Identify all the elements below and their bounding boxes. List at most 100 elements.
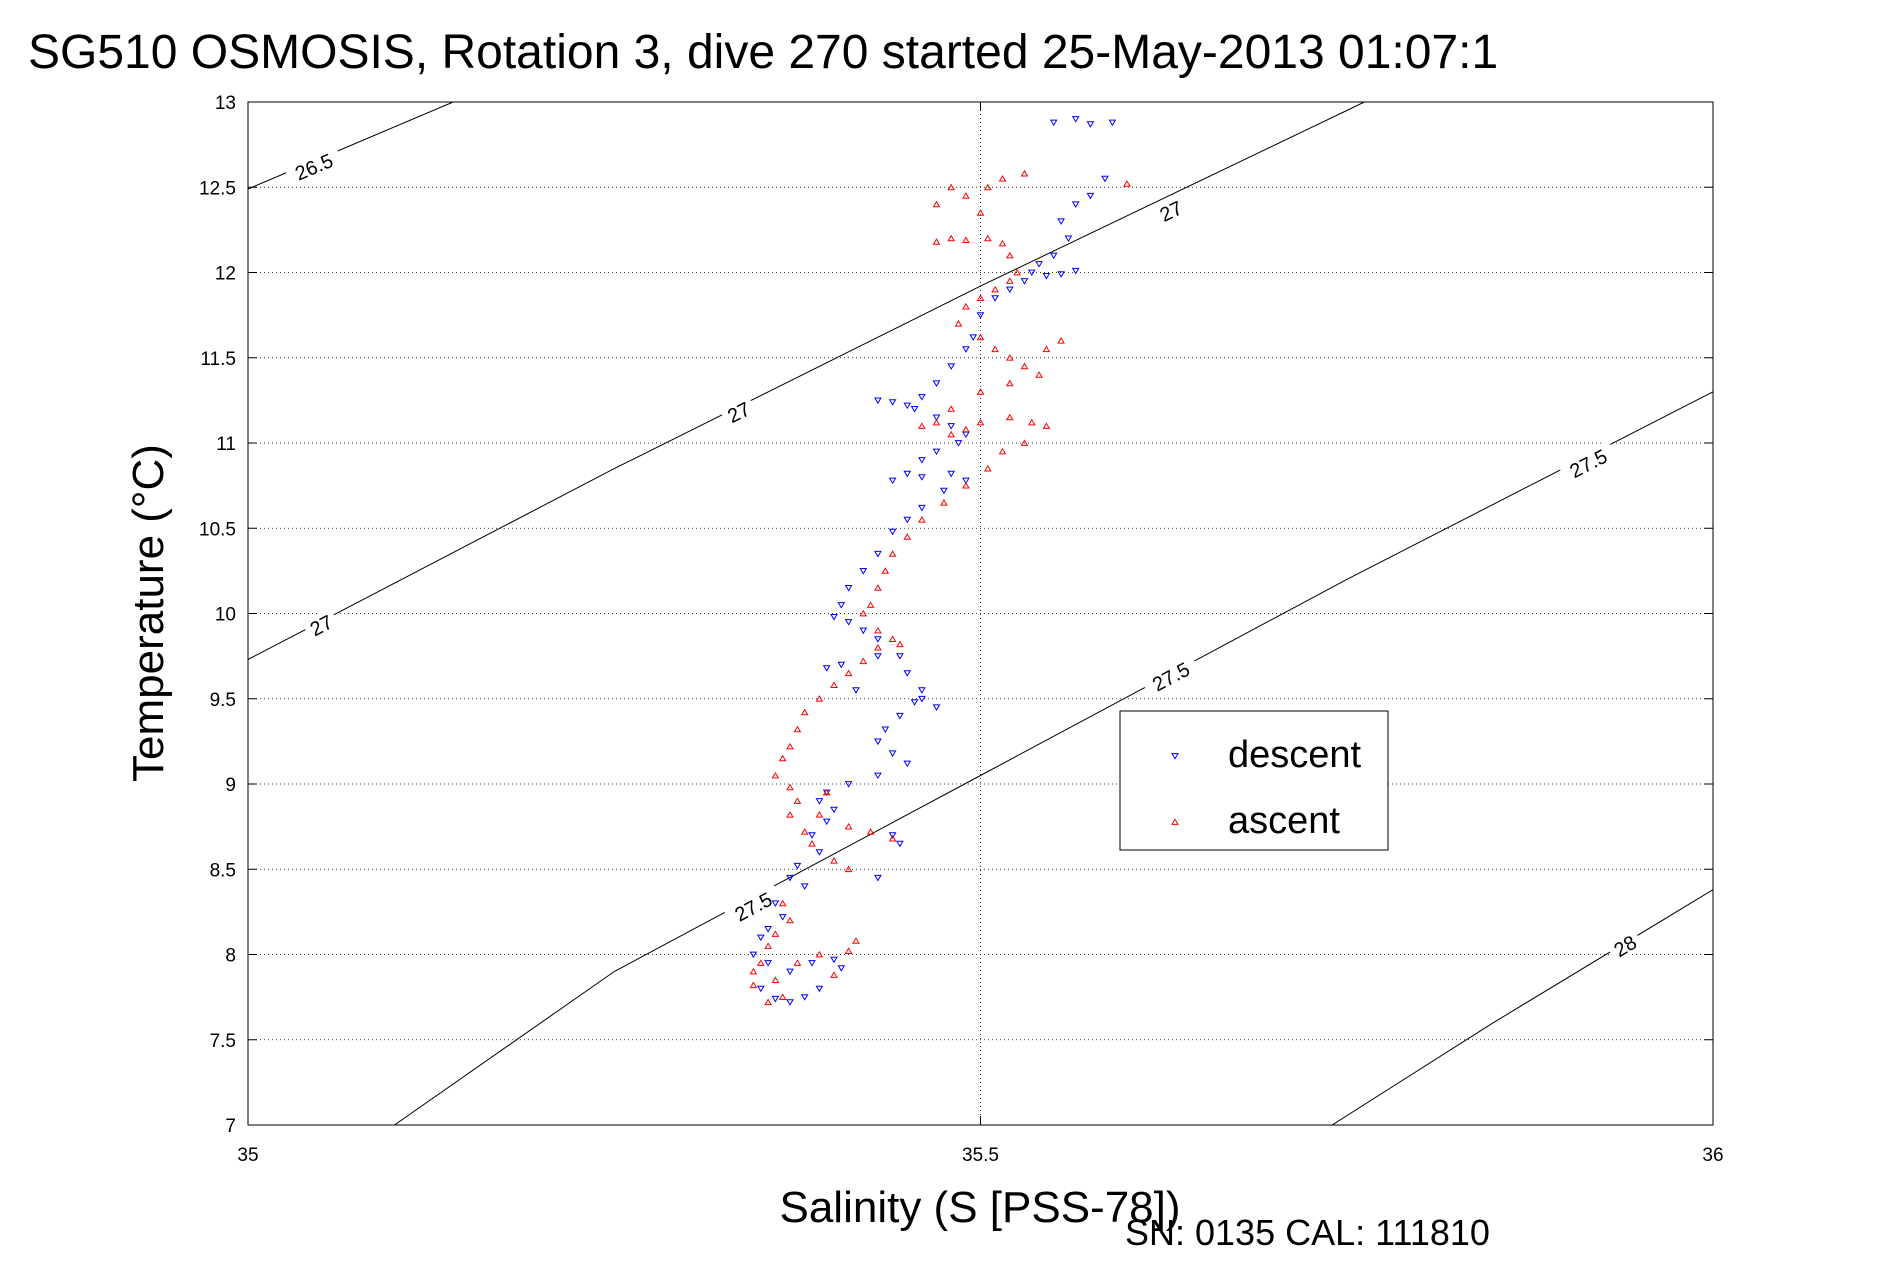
ascent-point	[947, 430, 956, 438]
y-tick-label: 8.5	[210, 860, 236, 881]
ascent-point	[859, 657, 868, 665]
descent-point	[1057, 271, 1065, 278]
descent-point	[947, 363, 956, 370]
descent-point	[932, 414, 941, 422]
y-tick-label: 9.5	[210, 690, 236, 711]
ascent-point	[976, 388, 985, 395]
ascent-point	[815, 695, 824, 702]
grid	[248, 102, 1713, 1125]
descent-point	[932, 380, 941, 387]
descent-point	[764, 960, 772, 967]
ascent-point	[932, 200, 941, 208]
ascent-point	[983, 183, 992, 191]
x-tick-label: 35	[237, 1145, 258, 1166]
descent-point	[1071, 267, 1080, 275]
descent-point	[969, 334, 978, 341]
legend-marker-descent	[1171, 753, 1179, 760]
descent-point	[837, 602, 846, 609]
x-tick-label: 35.5	[962, 1145, 999, 1166]
descent-point	[874, 738, 882, 746]
footer-serial-cal: SN: 0135 CAL: 111810	[1125, 1212, 1490, 1253]
descent-point	[1057, 218, 1065, 225]
contour-label-bg	[1140, 652, 1201, 699]
y-tick-label: 7	[225, 1116, 236, 1137]
descent-point	[815, 849, 824, 856]
descent-point	[874, 653, 882, 660]
descent-point	[947, 470, 956, 478]
ascent-point	[771, 771, 780, 779]
descent-point	[837, 965, 846, 972]
descent-point	[940, 487, 948, 495]
descent-point	[903, 516, 912, 524]
descent-point	[859, 627, 868, 635]
descent-point	[800, 994, 809, 1001]
descent-point	[822, 665, 831, 672]
contour-label-bg	[723, 882, 783, 929]
ascent-point	[830, 857, 838, 864]
descent-point	[910, 406, 919, 413]
ascent-point	[947, 405, 956, 412]
descent-point	[874, 772, 882, 780]
descent-point	[1042, 273, 1051, 280]
ascent-point	[881, 567, 890, 574]
ascent-point	[1123, 180, 1131, 187]
ascent-point	[962, 192, 970, 199]
descent-point	[815, 985, 824, 993]
ascent-point	[778, 899, 787, 907]
descent-point	[1049, 252, 1058, 260]
descent-point	[962, 346, 970, 353]
ascent-point	[932, 418, 941, 426]
ascent-point	[786, 783, 794, 791]
descent-point	[786, 874, 794, 882]
descent-point	[830, 956, 838, 964]
descent-point	[749, 951, 758, 959]
ascent-point	[749, 967, 758, 975]
descent-point	[888, 832, 897, 839]
ascent-point	[1013, 268, 1021, 276]
descent-point	[830, 806, 838, 814]
ascent-point	[1057, 337, 1065, 344]
descent-point	[808, 832, 816, 839]
descent-point	[918, 394, 926, 401]
descent-point	[874, 874, 882, 882]
ascent-point	[808, 840, 816, 847]
descent-point	[844, 619, 853, 626]
descent-point	[859, 568, 868, 575]
ascent-point	[793, 959, 802, 966]
descent-point	[888, 399, 897, 406]
ascent-point	[888, 550, 897, 557]
y-tick-label: 11.5	[200, 349, 236, 370]
descent-point	[808, 960, 816, 967]
ascent-point	[749, 981, 758, 989]
ascent-point	[896, 640, 904, 648]
descent-point	[756, 934, 765, 942]
ascent-point	[976, 209, 985, 216]
ascent-point	[852, 937, 860, 944]
ascent-point	[1005, 413, 1014, 421]
ascent-point	[793, 797, 802, 804]
descent-point	[1071, 201, 1080, 208]
descent-point	[918, 695, 926, 703]
ascent-point	[1020, 439, 1029, 446]
descent-point	[764, 926, 772, 933]
y-tick-label: 8	[225, 946, 236, 967]
descent-point	[962, 431, 970, 439]
descent-point	[991, 295, 999, 302]
descent-point	[874, 550, 882, 558]
ascent-point	[1027, 418, 1036, 426]
descent-point	[918, 687, 926, 694]
descent-point	[888, 528, 897, 536]
y-tick-label: 12	[215, 264, 236, 285]
descent-point	[976, 312, 985, 319]
ascent-point	[1020, 362, 1029, 370]
ascent-point	[1005, 379, 1014, 387]
descent-point	[778, 914, 787, 921]
ascent-point	[888, 834, 897, 842]
descent-point	[786, 999, 794, 1006]
ascent-point	[822, 788, 831, 796]
legend-box	[1119, 710, 1389, 851]
ascent-point	[874, 584, 882, 591]
y-tick-label: 7.5	[210, 1031, 236, 1052]
